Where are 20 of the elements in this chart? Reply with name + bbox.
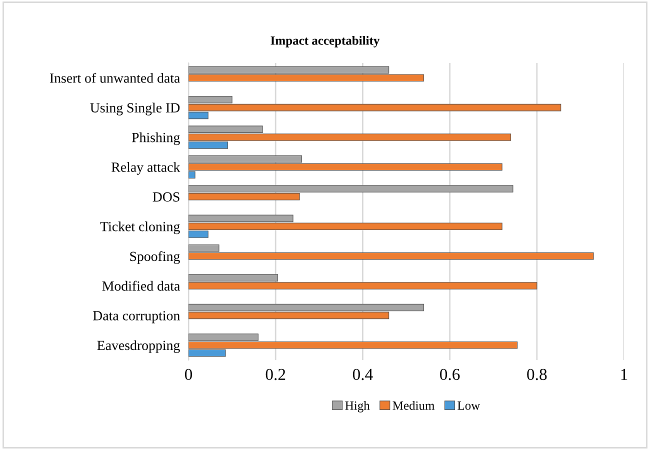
x-tick-label: 0.4 xyxy=(352,368,373,380)
y-tick-label: Eavesdropping xyxy=(97,340,180,353)
x-tick-label: 1 xyxy=(621,368,628,380)
y-tick-label: Data corruption xyxy=(93,311,180,324)
y-tick-label: DOS xyxy=(152,192,180,202)
x-tick-label: 0.8 xyxy=(527,368,547,380)
legend-label: Medium xyxy=(392,401,435,410)
y-tick-label: Modified data xyxy=(102,280,180,291)
legend-label: High xyxy=(345,401,370,412)
y-tick-label: Ticket cloning xyxy=(100,222,180,234)
legend-label: Low xyxy=(458,402,480,410)
y-tick-label: Using Single ID xyxy=(90,102,180,116)
x-tick-label: 0.2 xyxy=(266,368,286,380)
y-tick-label: Relay attack xyxy=(112,162,180,175)
chart-title: Impact acceptability xyxy=(270,36,380,48)
y-tick-label: Phishing xyxy=(132,132,180,146)
x-tick-label: 0 xyxy=(184,368,192,380)
y-tick-label: Spoofing xyxy=(130,251,180,264)
y-tick-label: Insert of unwanted data xyxy=(50,72,180,83)
x-tick-label: 0.6 xyxy=(440,368,460,380)
